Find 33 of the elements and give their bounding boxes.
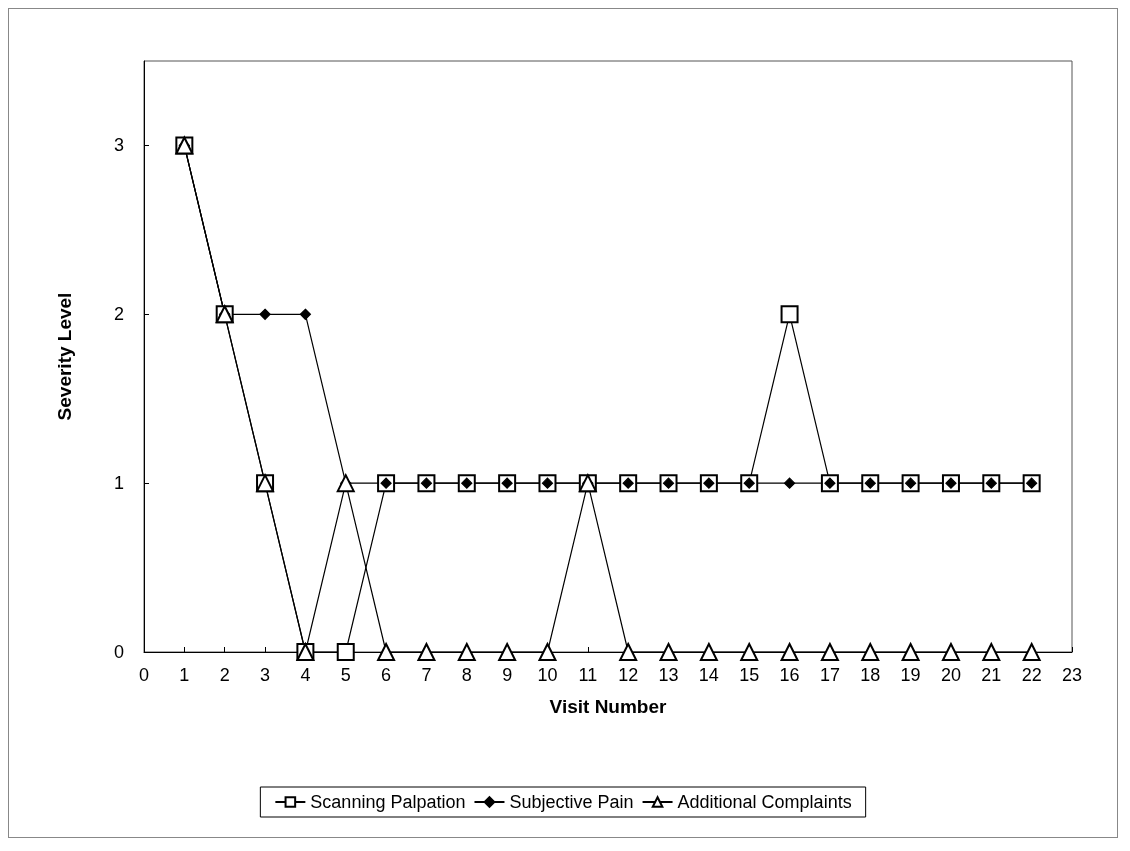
legend-label: Additional Complaints [677,792,852,812]
x-tick-label: 10 [537,665,558,685]
x-tick-label: 0 [138,665,150,685]
x-tick-label: 16 [779,665,800,685]
x-tick-label: 21 [981,665,1002,685]
x-tick-label: 5 [340,665,351,685]
x-tick-label: 14 [698,665,719,685]
x-tick-label: 15 [739,665,760,685]
x-tick-label: 2 [219,665,230,685]
x-tick-label: 13 [658,665,679,685]
y-tick-label: 2 [113,304,124,325]
x-tick-label: 9 [502,665,513,685]
x-tick-label: 6 [381,665,392,685]
legend-label: Subjective Pain [509,792,634,812]
x-tick-label: 17 [819,665,840,685]
y-tick-label: 3 [113,135,124,156]
x-tick-label: 12 [618,665,639,685]
x-tick-label: 20 [940,665,961,685]
x-tick-label: 22 [1021,665,1042,685]
y-axis-title: Severity Level [54,292,75,421]
x-tick-label: 8 [461,665,472,685]
x-tick-label: 19 [900,665,921,685]
x-tick-label: 1 [179,665,190,685]
x-axis-title: Visit Number [549,696,668,717]
x-tick-label: 4 [300,665,311,685]
x-tick-label: 3 [260,665,271,685]
legend-label: Scanning Palpation [310,792,466,812]
y-tick-label: 1 [113,473,124,494]
y-tick-label: 0 [113,642,124,662]
x-tick-label: 18 [860,665,881,685]
x-tick-label: 23 [1061,665,1083,685]
x-tick-label: 11 [578,665,598,685]
x-tick-label: 7 [421,665,432,685]
